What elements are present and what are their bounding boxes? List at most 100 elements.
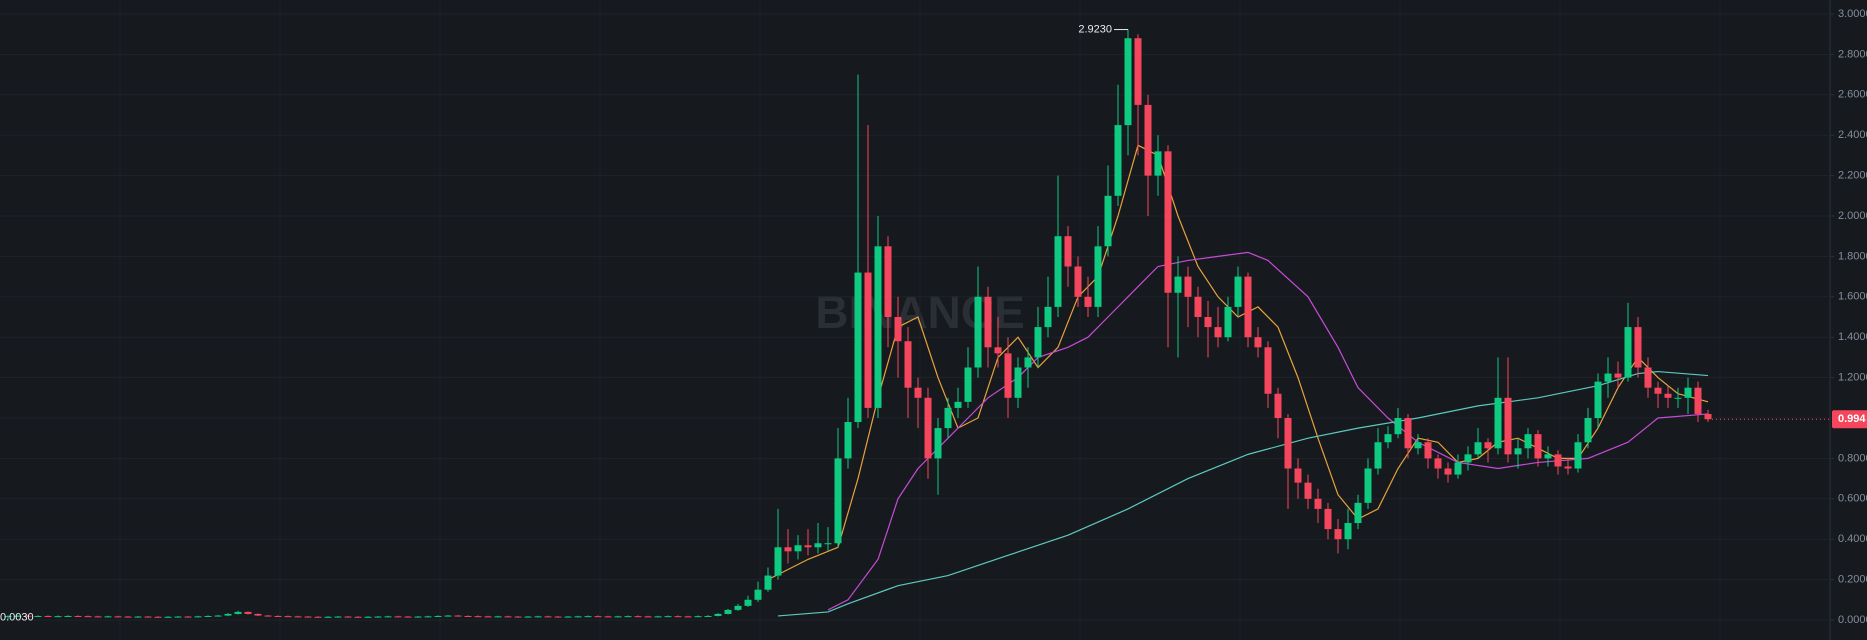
candle-body bbox=[114, 616, 122, 618]
candle-body bbox=[364, 616, 372, 618]
candle-body bbox=[594, 616, 602, 618]
candle-body bbox=[1704, 413, 1712, 420]
candle-body bbox=[894, 317, 902, 342]
candle-body bbox=[1024, 357, 1032, 368]
candle-body bbox=[604, 616, 612, 618]
candle-body bbox=[1144, 104, 1152, 176]
candle-body bbox=[124, 616, 132, 618]
candle-body bbox=[534, 616, 542, 618]
candle-body bbox=[1244, 276, 1252, 338]
candle-body bbox=[344, 616, 352, 618]
y-tick-label: 1.8000 bbox=[1838, 250, 1867, 262]
candle-body bbox=[794, 545, 802, 552]
candle-body bbox=[174, 616, 182, 618]
candle-body bbox=[424, 616, 432, 618]
candle-body bbox=[464, 615, 472, 617]
candle-body bbox=[1284, 418, 1292, 469]
candle-body bbox=[704, 615, 712, 617]
candle-body bbox=[74, 615, 82, 617]
candle-body bbox=[924, 397, 932, 459]
candle-body bbox=[304, 616, 312, 618]
candle-body bbox=[154, 616, 162, 618]
candle-body bbox=[514, 616, 522, 618]
candle-body bbox=[1204, 317, 1212, 328]
candle-body bbox=[1274, 393, 1282, 418]
candle-body bbox=[1044, 306, 1052, 328]
candle-body bbox=[1644, 367, 1652, 388]
candle-body bbox=[1484, 442, 1492, 449]
candle-body bbox=[1534, 434, 1542, 459]
candle-body bbox=[524, 616, 532, 618]
candle-body bbox=[884, 246, 892, 317]
candle-body bbox=[1124, 38, 1132, 126]
candle-body bbox=[1634, 327, 1642, 368]
candle-body bbox=[504, 616, 512, 618]
candle-body bbox=[394, 616, 402, 618]
candle-body bbox=[354, 616, 362, 618]
candle-body bbox=[994, 347, 1002, 354]
candle-body bbox=[904, 341, 912, 388]
candle-body bbox=[834, 458, 842, 544]
candle-body bbox=[1434, 458, 1442, 469]
candle-body bbox=[1344, 523, 1352, 540]
candle-body bbox=[264, 615, 272, 617]
candle-body bbox=[1254, 337, 1262, 348]
candle-body bbox=[1514, 448, 1522, 455]
candle-body bbox=[404, 616, 412, 618]
candle-body bbox=[804, 545, 812, 548]
candle-body bbox=[214, 615, 222, 617]
candle-body bbox=[774, 547, 782, 576]
candle-body bbox=[674, 616, 682, 618]
candle-body bbox=[564, 616, 572, 618]
last-price-tag bbox=[1832, 410, 1867, 429]
candle-body bbox=[1454, 462, 1462, 475]
candle-body bbox=[474, 616, 482, 618]
candle-body bbox=[1224, 306, 1232, 338]
candle-body bbox=[24, 615, 32, 617]
candle-body bbox=[1164, 151, 1172, 293]
candle-body bbox=[234, 611, 242, 614]
candle-body bbox=[554, 616, 562, 618]
candle-body bbox=[624, 616, 632, 618]
candle-body bbox=[1574, 442, 1582, 469]
candle-body bbox=[444, 615, 452, 617]
candle-body bbox=[204, 615, 212, 617]
candle-body bbox=[754, 589, 762, 600]
candle-body bbox=[1414, 442, 1422, 449]
candle-body bbox=[1114, 125, 1122, 196]
candle-body bbox=[1594, 381, 1602, 418]
candle-body bbox=[284, 616, 292, 618]
candle-body bbox=[1614, 373, 1622, 378]
candle-body bbox=[1084, 296, 1092, 307]
candle-body bbox=[574, 616, 582, 618]
candle-body bbox=[1384, 434, 1392, 443]
candle-body bbox=[684, 616, 692, 618]
candle-body bbox=[784, 547, 792, 552]
candle-body bbox=[934, 428, 942, 459]
candle-body bbox=[484, 616, 492, 618]
candle-body bbox=[874, 246, 882, 408]
candle-body bbox=[974, 296, 982, 368]
candle-body bbox=[324, 616, 332, 618]
y-tick-label: 2.8000 bbox=[1838, 48, 1867, 60]
candle-body bbox=[14, 615, 22, 617]
candle-body bbox=[104, 616, 112, 618]
candle-body bbox=[1074, 266, 1082, 297]
candle-body bbox=[1604, 373, 1612, 382]
candle-body bbox=[864, 272, 872, 408]
candle-body bbox=[1374, 442, 1382, 469]
candle-body bbox=[634, 616, 642, 618]
candle-body bbox=[744, 599, 752, 606]
candle-body bbox=[1564, 466, 1572, 469]
candle-body bbox=[714, 613, 722, 616]
candle-body bbox=[1504, 397, 1512, 455]
candle-body bbox=[1184, 276, 1192, 297]
candle-body bbox=[134, 616, 142, 618]
